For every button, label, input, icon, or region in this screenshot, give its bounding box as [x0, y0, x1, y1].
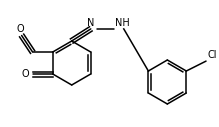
- Text: N: N: [87, 18, 94, 28]
- Text: O: O: [17, 25, 25, 35]
- Text: Cl: Cl: [207, 50, 217, 60]
- Text: NH: NH: [115, 18, 129, 28]
- Text: O: O: [22, 69, 30, 79]
